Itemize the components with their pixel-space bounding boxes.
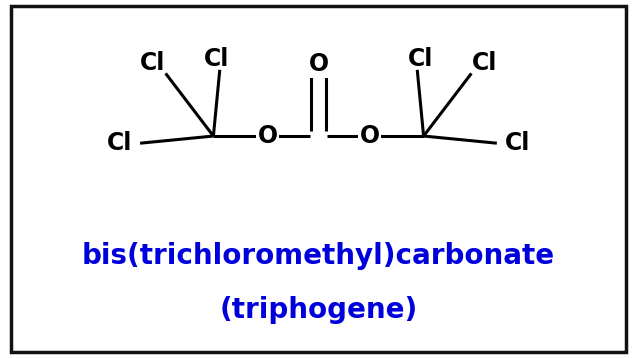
Text: Cl: Cl — [204, 47, 229, 71]
Text: O: O — [257, 124, 278, 148]
Text: Cl: Cl — [471, 50, 497, 75]
Text: Cl: Cl — [140, 50, 166, 75]
Text: bis(trichloromethyl)carbonate: bis(trichloromethyl)carbonate — [82, 242, 555, 270]
Text: O: O — [308, 52, 329, 77]
Text: O: O — [359, 124, 380, 148]
Text: Cl: Cl — [505, 131, 531, 155]
Text: Cl: Cl — [106, 131, 132, 155]
Text: (triphogene): (triphogene) — [219, 296, 418, 324]
Text: Cl: Cl — [408, 47, 433, 71]
